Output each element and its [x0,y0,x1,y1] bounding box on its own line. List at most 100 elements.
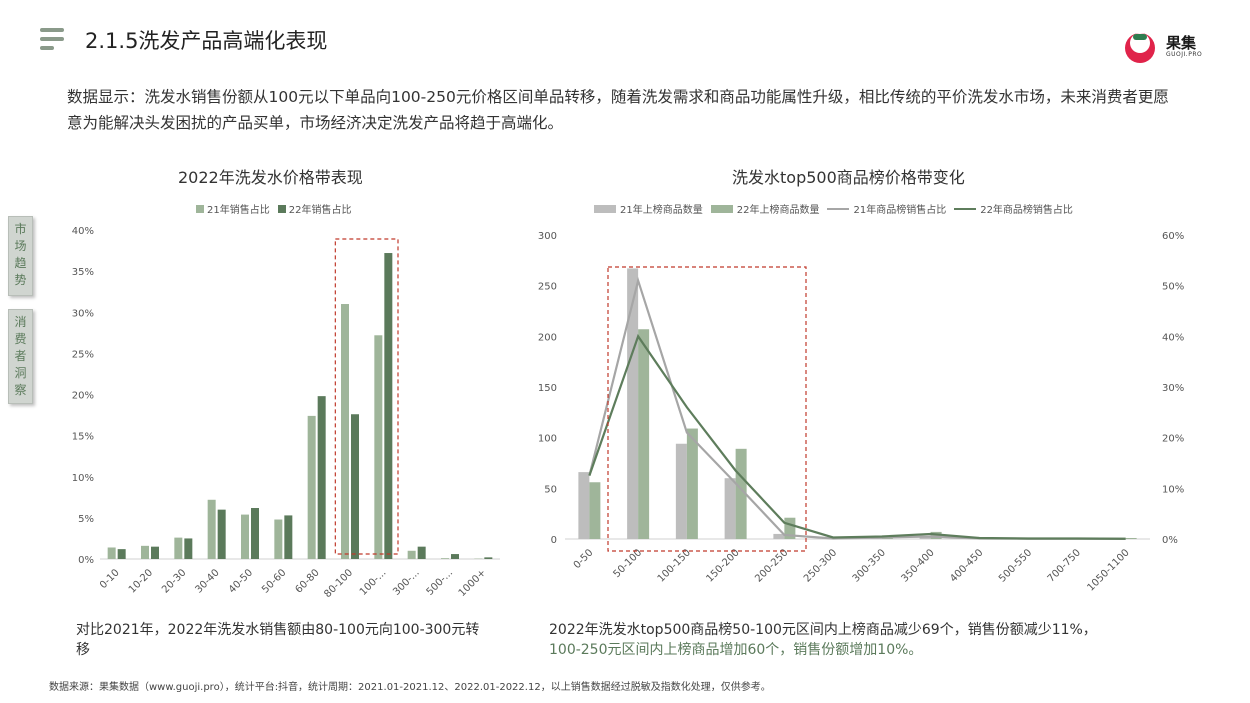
bar-22 [638,329,650,539]
logo-subtext: GUOJI.PRO [1166,51,1203,58]
y-tick-label: 40% [72,226,94,237]
bar-22 [417,546,426,559]
x-tick-label: 200-250 [753,547,790,584]
x-tick-label: 700-750 [1046,547,1083,584]
bar-22 [451,554,459,559]
legend-swatch [196,204,204,213]
y-tick-label: 300 [538,231,557,242]
y-tick-label: 0 [551,535,557,546]
bar-21 [724,478,736,539]
x-tick-label: 0-50 [572,547,596,571]
summary-text: 数据显示：洗发水销售份额从100元以下单品向100-250元价格区间单品转移，随… [67,88,1169,132]
y-tick-label: 35% [72,267,94,278]
bar-21 [207,499,216,559]
x-tick-label: 350-400 [899,547,936,584]
y2-tick-label: 10% [1162,484,1184,495]
y2-tick-label: 20% [1162,434,1184,445]
bar-21 [141,545,149,559]
bar-21 [107,547,116,559]
bar-22 [317,396,326,559]
legend-item: 21年上榜商品数量 [594,201,703,216]
x-tick-label: 1050-1100 [1085,547,1131,593]
x-tick-label: 50-100 [611,547,644,580]
y-tick-label: 15% [72,432,94,443]
bar-22 [217,509,226,559]
legend-label: 21年销售占比 [207,205,270,216]
bar-21 [241,514,249,559]
bar-21 [341,304,349,559]
bar-21 [174,537,183,559]
bar-21 [578,472,590,539]
y2-tick-label: 40% [1162,332,1184,343]
bar-22 [284,515,293,559]
x-tick-label: 250-300 [802,547,839,584]
menu-icon[interactable] [40,28,64,50]
bar-21 [374,335,383,559]
x-tick-label: 100-150 [656,547,693,584]
data-source-footnote: 数据来源：果集数据（www.guoji.pro），统计平台:抖音，统计周期：20… [49,682,771,693]
bar-22 [589,482,601,539]
bar-22 [484,557,493,559]
y-tick-label: 50 [544,484,557,495]
y-tick-label: 0% [78,555,94,566]
x-tick-label: 400-450 [948,547,985,584]
bar-21 [307,415,316,559]
bar-22 [686,428,698,539]
legend-label: 22年商品榜销售占比 [980,205,1073,216]
line-22-sales-share [588,333,1126,540]
legend-swatch [710,204,733,213]
y-tick-label: 100 [538,434,557,445]
bar-22 [784,517,796,539]
side-tab-market-trend[interactable]: 市场趋势 [8,216,33,296]
caption-line-highlight: 100-250元区间内上榜商品增加60个，销售份额增加10%。 [549,642,923,658]
chart-legend: 21年销售占比 22年销售占比 [196,201,359,216]
bar-22 [184,538,193,559]
legend-item: 22年销售占比 [277,201,351,216]
legend-item: 22年商品榜销售占比 [954,201,1073,216]
side-tab-consumer-insight[interactable]: 消费者洞察 [8,309,33,404]
chart-title: 2022年洗发水价格带表现 [178,168,363,187]
caption-line: 2022年洗发水top500商品榜50-100元区间内上榜商品减少69个，销售份… [549,622,1097,638]
bar-22 [735,448,747,539]
bar-21 [407,550,416,559]
y2-tick-label: 60% [1162,231,1184,242]
chart-caption-right: 2022年洗发水top500商品榜50-100元区间内上榜商品减少69个，销售份… [549,620,1189,660]
y2-tick-label: 0% [1162,535,1178,546]
chart-legend: 21年上榜商品数量 22年上榜商品数量 21年商品榜销售占比 22年商品榜销售占… [594,201,1081,216]
x-tick-label: 300-350 [851,547,888,584]
bar-21 [274,519,283,559]
y-tick-label: 20% [72,391,94,402]
side-tab-label: 市场趋势 [14,222,27,287]
legend-label: 22年上榜商品数量 [736,205,820,216]
y2-tick-label: 30% [1162,383,1184,394]
legend-label: 21年上榜商品数量 [620,205,703,216]
bar-21 [773,533,785,539]
x-tick-label: 150-200 [704,547,741,584]
legend-item: 21年销售占比 [196,201,270,216]
bar-21 [627,268,639,539]
bar-22 [251,508,259,559]
chart-caption-left: 对比2021年，2022年洗发水销售额由80-100元向100-300元转移 [76,622,480,658]
bar-22 [117,549,126,559]
line-21-sales-share [588,276,1126,540]
legend-label: 21年商品榜销售占比 [853,205,947,216]
y-tick-label: 25% [72,349,94,360]
bar-22 [384,253,393,559]
bar-22 [1125,537,1137,539]
side-tab-label: 消费者洞察 [14,315,27,397]
x-tick-label: 500-550 [997,547,1034,584]
y-tick-label: 5% [78,514,94,525]
y2-tick-label: 50% [1162,282,1184,293]
legend-swatch [827,207,850,210]
logo-text: 果集 [1166,34,1197,52]
legend-item: 22年上榜商品数量 [710,201,820,216]
chart-title: 洗发水top500商品榜价格带变化 [732,168,965,187]
y-tick-label: 150 [538,383,557,394]
legend-swatch [594,204,616,213]
y-tick-label: 30% [72,308,94,319]
legend-item: 21年商品榜销售占比 [827,201,946,216]
bar-22 [151,546,159,559]
legend-swatch [277,204,286,213]
highlight-box [334,238,399,555]
